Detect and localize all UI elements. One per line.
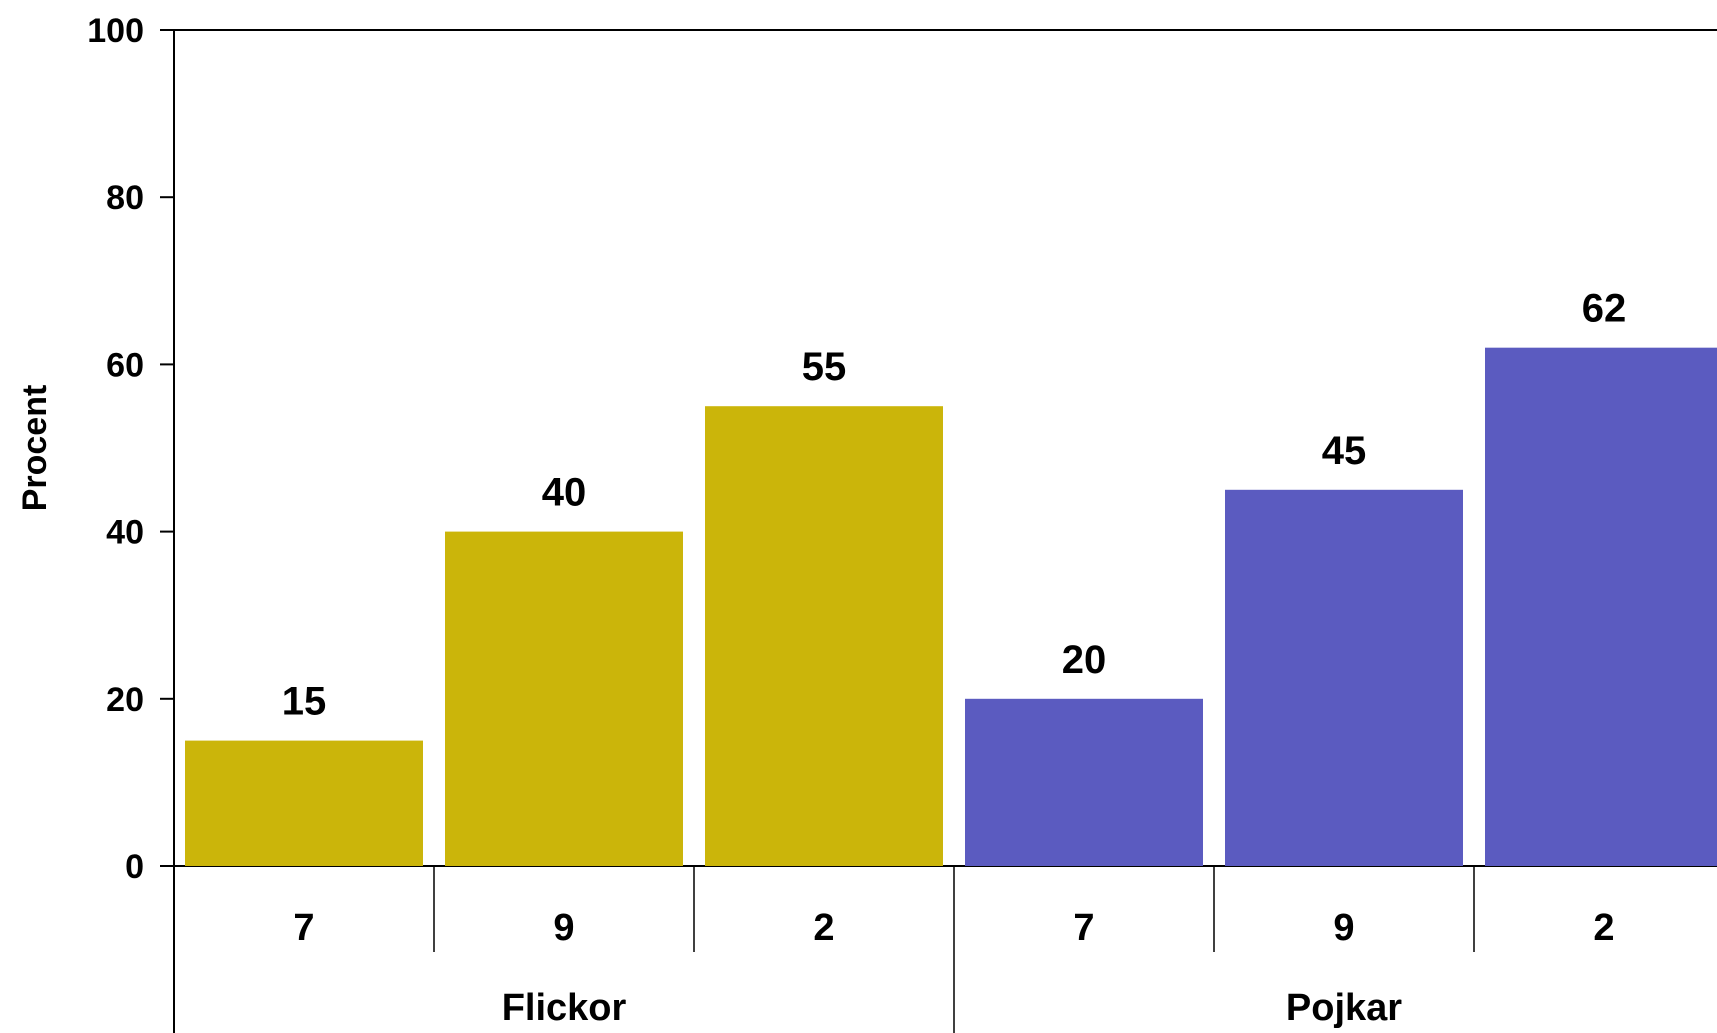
bar <box>1225 489 1463 866</box>
y-tick-label: 100 <box>87 12 144 50</box>
y-tick-label: 40 <box>106 514 144 552</box>
y-tick-label: 80 <box>106 179 144 217</box>
bar <box>185 740 423 866</box>
y-tick-label: 20 <box>106 681 144 719</box>
x-category-label: 2 <box>813 907 834 949</box>
x-category-label: 7 <box>293 907 314 949</box>
value-label: 15 <box>282 680 327 724</box>
labels: 0 20 40 60 80 100 15 7 40 9 55 2 Flickor 20 7 45 9 62 2 Poj… <box>87 12 1626 1029</box>
y-tick-label: 0 <box>125 848 144 886</box>
bars <box>185 347 1717 866</box>
x-group-label: Flickor <box>502 987 627 1029</box>
x-category-label: 2 <box>1593 907 1614 949</box>
value-label: 55 <box>802 345 847 389</box>
bar <box>705 406 943 866</box>
x-group-label: Pojkar <box>1286 987 1402 1029</box>
value-label: 62 <box>1582 287 1627 331</box>
axes <box>160 29 1717 1033</box>
value-label: 20 <box>1062 638 1107 682</box>
y-axis-title: Procent <box>16 385 54 512</box>
bar <box>1485 347 1717 866</box>
bar <box>965 698 1203 866</box>
value-label: 40 <box>542 471 587 515</box>
x-category-label: 9 <box>1333 907 1354 949</box>
bar <box>445 531 683 866</box>
value-label: 45 <box>1322 429 1367 473</box>
y-tick-label: 60 <box>106 346 144 384</box>
x-category-label: 7 <box>1073 907 1094 949</box>
x-category-label: 9 <box>553 907 574 949</box>
